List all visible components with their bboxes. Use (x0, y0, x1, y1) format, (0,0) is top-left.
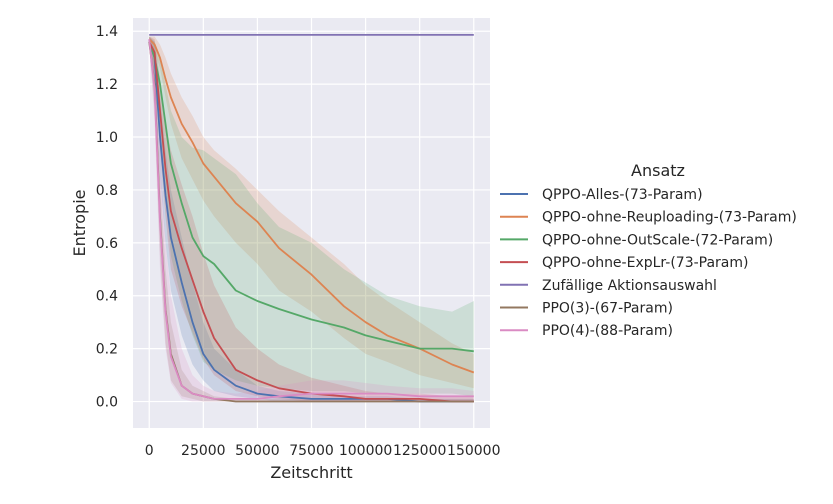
y-tick-label: 1.0 (96, 130, 118, 146)
y-tick-label: 1.4 (96, 24, 118, 40)
tick-labels: 0 25000 50000 75000 100000 125000 150000 0.0 0.2… (96, 24, 501, 459)
series-line-3 (148, 41, 474, 403)
x-tick-label: 50000 (235, 443, 280, 459)
y-tick-label: 0.0 (96, 395, 118, 411)
legend-label-3: QPPO-ohne-ExpLr-(73-Param) (542, 255, 749, 271)
x-tick-label: 100000 (339, 443, 392, 459)
series-line-2 (148, 41, 474, 353)
x-tick-label: 75000 (289, 443, 334, 459)
x-axis-label: Zeitschritt (270, 463, 352, 482)
y-tick-label: 0.8 (96, 183, 118, 199)
legend-label-0: QPPO-Alles-(73-Param) (542, 187, 703, 203)
legend-title: Ansatz (631, 161, 685, 180)
series-band-2 (149, 36, 474, 397)
x-tick-label: 150000 (447, 443, 500, 459)
confidence-bands (149, 36, 474, 402)
legend: Ansatz QPPO-Alles-(73-Param) QPPO-ohne-Re… (500, 161, 797, 339)
legend-label-2: QPPO-ohne-OutScale-(72-Param) (542, 232, 773, 248)
legend-label-1: QPPO-ohne-Reuploading-(73-Param) (542, 210, 797, 226)
y-axis-label: Entropie (70, 190, 89, 257)
series-lines (148, 34, 475, 403)
x-tick-label: 25000 (181, 443, 226, 459)
y-tick-label: 1.2 (96, 77, 118, 93)
y-tick-label: 0.2 (96, 342, 118, 358)
x-tick-label: 125000 (393, 443, 446, 459)
series-line-1 (148, 38, 475, 374)
series-band-6 (149, 36, 474, 402)
x-tick-label: 0 (145, 443, 154, 459)
legend-label-4: Zufällige Aktionsauswahl (542, 278, 717, 294)
y-tick-label: 0.4 (96, 289, 118, 305)
series-band-1 (149, 36, 474, 389)
legend-label-5: PPO(3)-(67-Param) (542, 301, 673, 317)
legend-label-6: PPO(4)-(88-Param) (542, 323, 673, 339)
series-line-6 (148, 39, 474, 400)
y-tick-label: 0.6 (96, 236, 118, 252)
